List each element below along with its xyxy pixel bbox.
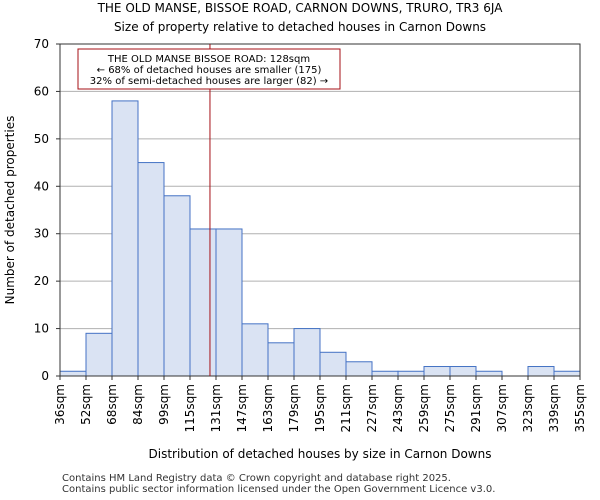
bar: [215, 228, 243, 377]
bar: [397, 370, 425, 377]
x-tick-label: 339sqm: [547, 384, 561, 432]
bar: [111, 100, 139, 377]
x-tick-label: 291sqm: [469, 384, 483, 432]
bar: [449, 366, 477, 377]
chart-subtitle: Size of property relative to detached ho…: [113, 20, 487, 34]
y-tick-label: 20: [34, 274, 49, 288]
x-tick-label: 36sqm: [53, 384, 67, 425]
y-axis-label: Number of detached properties: [3, 116, 17, 305]
bar: [137, 162, 165, 377]
bar: [475, 370, 503, 377]
y-tick-label: 40: [34, 179, 49, 193]
bar: [423, 366, 451, 377]
x-tick-label: 211sqm: [339, 384, 353, 432]
x-axis-label: Distribution of detached houses by size …: [149, 447, 492, 461]
y-tick-label: 70: [34, 37, 49, 51]
x-tick-label: 68sqm: [105, 384, 119, 425]
footer-copyright: Contains HM Land Registry data © Crown c…: [62, 473, 451, 484]
x-tick-label: 52sqm: [79, 384, 93, 425]
bar: [163, 195, 191, 377]
bar: [59, 370, 87, 377]
x-tick-label: 163sqm: [261, 384, 275, 432]
bar: [189, 228, 217, 377]
y-tick-label: 60: [34, 84, 49, 98]
y-tick-label: 30: [34, 227, 49, 241]
bar: [319, 351, 347, 377]
histogram-chart: 0 10 20 30 40 50 60 70 36sqm 52sqm 68sqm 84sqm 99sqm…: [3, 37, 587, 461]
x-tick-label: 99sqm: [157, 384, 171, 425]
bar: [267, 342, 295, 377]
bar: [527, 366, 555, 377]
x-tick-label: 307sqm: [495, 384, 509, 432]
x-tick-label: 243sqm: [391, 384, 405, 432]
annotation-line: THE OLD MANSE BISSOE ROAD: 128sqm: [107, 54, 310, 65]
annotation-box: [77, 48, 341, 90]
footer-licence: Contains public sector information licen…: [62, 484, 496, 495]
chart-title: THE OLD MANSE, BISSOE ROAD, CARNON DOWNS…: [97, 1, 503, 15]
bar: [85, 332, 113, 377]
bar: [553, 370, 581, 377]
x-tick-label: 275sqm: [443, 384, 457, 432]
bar: [241, 323, 269, 377]
x-tick-label: 227sqm: [365, 384, 379, 432]
bar: [293, 328, 321, 377]
x-tick-label: 115sqm: [183, 384, 197, 432]
x-tick-label: 323sqm: [521, 384, 535, 432]
annotation-line: 32% of semi-detached houses are larger (…: [90, 76, 328, 87]
annotation-line: ← 68% of detached houses are smaller (17…: [97, 65, 322, 76]
y-tick-label: 0: [41, 369, 49, 383]
y-tick-label: 50: [34, 132, 49, 146]
x-tick-label: 355sqm: [573, 384, 587, 432]
y-tick-label: 10: [34, 322, 49, 336]
bar: [371, 370, 399, 377]
x-tick-label: 195sqm: [313, 384, 327, 432]
bar: [345, 361, 373, 377]
x-tick-label: 259sqm: [417, 384, 431, 432]
x-tick-label: 84sqm: [131, 384, 145, 425]
x-tick-label: 179sqm: [287, 384, 301, 432]
x-tick-label: 147sqm: [235, 384, 249, 432]
x-tick-label: 131sqm: [209, 384, 223, 432]
